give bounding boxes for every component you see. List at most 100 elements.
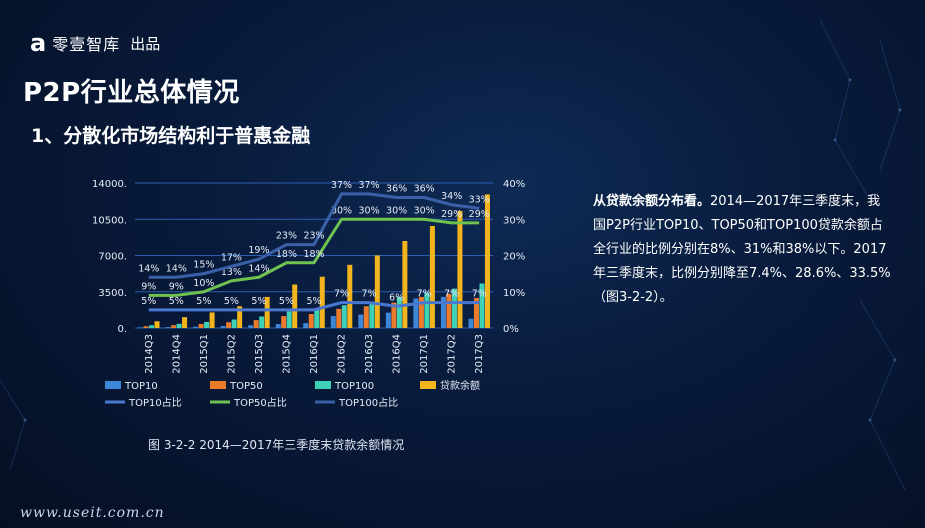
bar-top50 <box>198 323 204 328</box>
page-title: P2P行业总体情况 <box>23 78 240 108</box>
bar-top50 <box>391 302 397 328</box>
data-label: 6% <box>389 292 404 303</box>
legend-label: 贷款余额 <box>440 379 480 392</box>
bar-top100 <box>149 325 155 328</box>
x-tick-label: 2014Q3 <box>144 334 155 374</box>
y-left-tick-label: 3500. <box>98 288 127 299</box>
y-right-tick-label: 30% <box>503 215 525 226</box>
x-tick-label: 2014Q4 <box>171 334 182 374</box>
legend-swatch <box>315 381 331 389</box>
y-left-tick-label: 0. <box>117 324 127 335</box>
data-label: 7% <box>444 289 459 300</box>
bar-top100 <box>479 283 485 328</box>
legend-label: TOP100占比 <box>338 396 398 409</box>
bar-贷款余额 <box>429 225 435 328</box>
legend-swatch <box>210 381 226 389</box>
bar-top50 <box>308 314 314 328</box>
chart-svg: 0. 3500. 7000. 10500. 14000. 0% 10% 20% 30% 40% 20… <box>92 179 525 409</box>
x-tick-label: 2017Q2 <box>447 334 458 374</box>
bar-top50 <box>418 296 424 328</box>
description-body: 2014—2017年三季度末，我国P2P行业TOP10、TOP50和TOP100… <box>593 194 891 305</box>
data-label: 37% <box>331 180 352 191</box>
bar-top50 <box>226 322 232 328</box>
bar-贷款余额 <box>374 255 380 328</box>
data-label: 13% <box>221 267 242 278</box>
bar-top10 <box>358 314 364 328</box>
brand: a 零壹智库 出品 <box>30 31 160 55</box>
bar-top100 <box>314 308 320 328</box>
data-label: 29% <box>469 209 490 220</box>
bar-贷款余额 <box>319 276 325 328</box>
chart-caption: 图 3-2-2 2014—2017年三季度末贷款余额情况 <box>148 438 405 452</box>
x-tick-label: 2016Q1 <box>309 334 320 374</box>
legend-label: TOP50占比 <box>233 396 287 409</box>
bar-贷款余额 <box>457 210 463 328</box>
bar-top50 <box>363 306 369 328</box>
bar-贷款余额 <box>264 296 270 328</box>
bar-top10 <box>413 298 419 328</box>
data-label: 30% <box>386 205 407 216</box>
y-left-tick-label: 14000. <box>92 179 127 190</box>
bar-top50 <box>171 325 177 328</box>
data-label: 29% <box>441 209 462 220</box>
data-label: 7% <box>334 289 349 300</box>
data-label: 30% <box>331 205 352 216</box>
data-label: 36% <box>414 184 435 195</box>
bar-top50 <box>253 320 259 328</box>
bar-top50 <box>143 326 149 328</box>
bar-top10 <box>303 323 309 328</box>
bar-top10 <box>193 326 199 328</box>
data-label: 5% <box>279 296 294 307</box>
bar-top100 <box>259 316 265 328</box>
legend-label: TOP10 <box>124 381 158 392</box>
bar-top50 <box>473 297 479 328</box>
data-label: 5% <box>251 296 266 307</box>
data-label: 17% <box>221 252 242 263</box>
bar-top50 <box>336 308 342 328</box>
data-label: 34% <box>441 191 462 202</box>
brand-logo-icon: a <box>30 29 47 57</box>
bar-top100 <box>204 321 210 328</box>
x-tick-label: 2016Q2 <box>337 334 348 374</box>
y-right-tick-label: 40% <box>503 179 525 190</box>
footer-url: www.useit.com.cn <box>20 505 165 521</box>
data-label: 18% <box>276 249 297 260</box>
bar-top100 <box>341 305 347 328</box>
x-tick-label: 2017Q1 <box>419 334 430 374</box>
legend-label: TOP10占比 <box>128 396 182 409</box>
bar-贷款余额 <box>209 312 215 328</box>
legend-swatch <box>420 381 436 389</box>
bar-top10 <box>440 296 446 328</box>
bar-top100 <box>369 301 375 328</box>
y-right-tick-label: 0% <box>503 324 519 335</box>
section-title: 1、分散化市场结构利于普惠金融 <box>31 125 311 147</box>
bar-top10 <box>165 327 171 328</box>
bar-top10 <box>275 324 281 328</box>
bar-贷款余额 <box>237 306 243 328</box>
y-right-tick-label: 20% <box>503 252 525 263</box>
bar-top10 <box>385 312 391 328</box>
data-label: 7% <box>417 289 432 300</box>
bar-贷款余额 <box>154 321 160 328</box>
data-label: 30% <box>359 205 380 216</box>
bar-top100 <box>451 288 457 328</box>
y-right-tick-label: 10% <box>503 288 525 299</box>
brand-name: 零壹智库 <box>52 35 121 54</box>
y-left-tick-label: 7000. <box>98 252 127 263</box>
x-tick-label: 2016Q3 <box>364 334 375 374</box>
x-tick-label: 2015Q4 <box>281 334 292 374</box>
data-label: 30% <box>414 205 435 216</box>
data-label: 18% <box>303 249 324 260</box>
bar-top100 <box>396 296 402 328</box>
description-lead: 从贷款余额分布看。 <box>593 194 711 209</box>
x-tick-label: 2016Q4 <box>392 334 403 374</box>
legend-label: TOP100 <box>334 381 374 392</box>
brand-suffix: 出品 <box>130 34 161 53</box>
x-tick-label: 2017Q3 <box>474 334 485 374</box>
x-tick-label: 2015Q3 <box>254 334 265 374</box>
data-label: 9% <box>141 281 156 292</box>
data-label: 23% <box>276 231 297 242</box>
bar-top50 <box>446 293 452 328</box>
data-label: 19% <box>248 245 269 256</box>
data-label: 9% <box>169 281 184 292</box>
